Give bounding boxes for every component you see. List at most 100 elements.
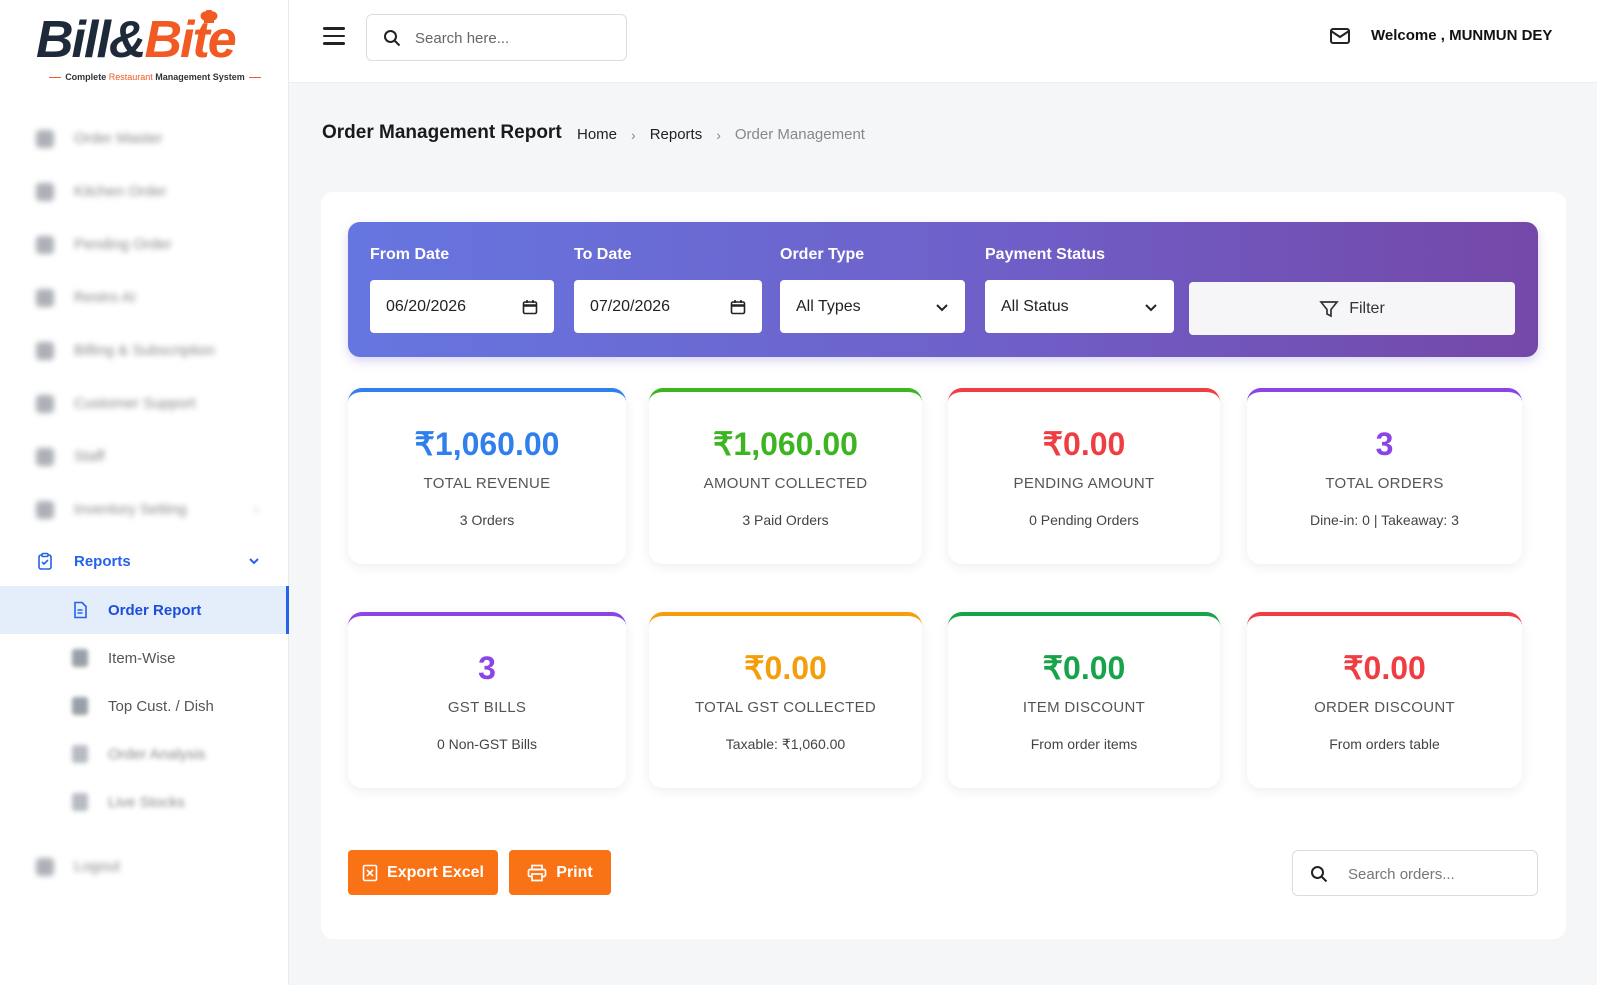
stat-label: TOTAL REVENUE	[423, 475, 551, 492]
mail-icon[interactable]	[1329, 27, 1351, 45]
stat-subtext: 0 Pending Orders	[1029, 512, 1139, 528]
sidebar-sub-top-cust[interactable]: Top Cust. / Dish	[0, 682, 289, 730]
sidebar-sub-order-analysis[interactable]: Order Analysis	[0, 730, 289, 778]
payment-status-select[interactable]: All Status	[985, 280, 1174, 333]
export-excel-button[interactable]: Export Excel	[348, 850, 498, 895]
stat-value: ₹0.00	[1042, 650, 1126, 686]
welcome-text: Welcome , MUNMUN DEY	[1371, 27, 1553, 44]
search-input[interactable]	[415, 27, 615, 49]
chef-hat-icon	[200, 10, 218, 23]
sidebar-item-order-master[interactable]: Order Master	[0, 112, 289, 165]
brand-wordmark: Bill&Bite	[36, 11, 237, 69]
sidebar-item-staff[interactable]: Staff	[0, 430, 289, 483]
chevron-right-icon: ›	[631, 126, 636, 143]
file-icon	[72, 649, 88, 667]
document-icon	[74, 601, 87, 619]
stat-card-total-orders: 3 TOTAL ORDERS Dine-in: 0 | Takeaway: 3	[1247, 388, 1522, 564]
sidebar-sub-live-stocks[interactable]: Live Stocks	[0, 778, 289, 826]
filter-bar: From Date 06/20/2026 To Date 07/20/2026 …	[348, 222, 1538, 357]
robot-icon	[36, 288, 54, 307]
excel-icon	[362, 864, 378, 881]
calendar-icon[interactable]	[522, 299, 538, 315]
to-date-input[interactable]: 07/20/2026	[574, 280, 762, 333]
stat-card-total-revenue: ₹1,060.00 TOTAL REVENUE 3 Orders	[348, 388, 626, 564]
sidebar-item-reports[interactable]: Reports	[0, 536, 289, 586]
stat-label: ITEM DISCOUNT	[1022, 699, 1146, 716]
sidebar-item-restro-ai[interactable]: Restro AI	[0, 271, 289, 324]
stat-card-gst-bills: 3 GST BILLS 0 Non-GST Bills	[348, 612, 626, 788]
sidebar-sub-order-report[interactable]: Order Report	[0, 586, 289, 634]
inventory-icon	[36, 500, 54, 519]
stat-value: ₹1,060.00	[414, 426, 560, 462]
stat-label: TOTAL ORDERS	[1325, 475, 1444, 492]
clock-icon	[36, 235, 54, 254]
sidebar-item-billing[interactable]: Billing & Subscription	[0, 324, 289, 377]
stat-subtext: Taxable: ₹1,060.00	[725, 736, 846, 752]
stat-value: ₹0.00	[1042, 426, 1126, 462]
order-type-select[interactable]: All Types	[780, 280, 965, 333]
logout-icon	[36, 857, 54, 876]
chevron-down-icon	[936, 303, 948, 311]
sidebar-item-inventory[interactable]: Inventory Setting ›	[0, 483, 289, 536]
brand-tagline: Complete Restaurant Management System	[42, 72, 268, 82]
stat-label: TOTAL GST COLLECTED	[694, 699, 877, 716]
stat-subtext: 3 Orders	[459, 512, 515, 528]
breadcrumb-current: Order Management	[734, 126, 865, 143]
stat-subtext: From order items	[1030, 736, 1138, 752]
chart-icon	[72, 745, 88, 763]
orders-search[interactable]	[1292, 850, 1538, 896]
filter-button[interactable]: Filter	[1189, 282, 1515, 335]
stat-subtext: From orders table	[1329, 736, 1440, 752]
menu-toggle-button[interactable]	[323, 27, 345, 45]
brand-logo[interactable]: Bill&Bite Complete Restaurant Management…	[36, 10, 268, 90]
stat-label: AMOUNT COLLECTED	[703, 475, 868, 492]
support-icon	[36, 394, 54, 413]
order-icon	[36, 129, 54, 148]
printer-icon	[527, 864, 547, 881]
payment-status-label: Payment Status	[985, 246, 1106, 263]
sidebar-nav: Order Master Kitchen Order Pending Order…	[0, 112, 289, 826]
stat-value: ₹1,060.00	[713, 426, 858, 462]
sidebar-sub-item-wise[interactable]: Item-Wise	[0, 634, 289, 682]
search-icon	[1311, 866, 1328, 883]
stat-value: ₹0.00	[1343, 650, 1426, 686]
breadcrumb-reports[interactable]: Reports	[649, 126, 703, 143]
stat-subtext: Dine-in: 0 | Takeaway: 3	[1310, 512, 1459, 528]
clipboard-icon	[38, 552, 52, 570]
stat-card-total-gst: ₹0.00 TOTAL GST COLLECTED Taxable: ₹1,06…	[649, 612, 922, 788]
top-header: Welcome , MUNMUN DEY	[289, 0, 1597, 83]
stat-value: 3	[478, 650, 496, 686]
sidebar-item-pending-order[interactable]: Pending Order	[0, 218, 289, 271]
sidebar-item-customer-support[interactable]: Customer Support	[0, 377, 289, 430]
orders-search-input[interactable]	[1348, 863, 1528, 885]
stat-label: ORDER DISCOUNT	[1314, 699, 1455, 716]
global-search[interactable]	[366, 14, 627, 61]
chevron-right-icon: ›	[716, 126, 721, 143]
from-date-group: From Date 06/20/2026	[370, 246, 554, 333]
stat-subtext: 0 Non-GST Bills	[436, 736, 538, 752]
sidebar-item-kitchen-order[interactable]: Kitchen Order	[0, 165, 289, 218]
stat-value: ₹0.00	[744, 650, 827, 686]
from-date-label: From Date	[370, 246, 450, 263]
stat-subtext: 3 Paid Orders	[742, 512, 829, 528]
page-title: Order Management Report	[322, 122, 562, 143]
staff-icon	[36, 447, 54, 466]
sidebar-item-logout[interactable]: Logout	[0, 840, 289, 893]
stat-card-pending-amount: ₹0.00 PENDING AMOUNT 0 Pending Orders	[948, 388, 1220, 564]
to-date-group: To Date 07/20/2026	[574, 246, 762, 333]
order-type-group: Order Type All Types	[780, 246, 965, 333]
breadcrumb-home[interactable]: Home	[577, 126, 618, 143]
kitchen-icon	[36, 182, 54, 201]
filter-icon	[1319, 300, 1339, 317]
print-button[interactable]: Print	[509, 850, 611, 895]
order-type-label: Order Type	[780, 246, 865, 263]
search-icon	[384, 30, 401, 47]
calendar-icon[interactable]	[730, 299, 746, 315]
stat-label: PENDING AMOUNT	[1013, 475, 1155, 492]
stock-icon	[72, 793, 88, 811]
from-date-input[interactable]: 06/20/2026	[370, 280, 554, 333]
to-date-label: To Date	[574, 246, 632, 263]
billing-icon	[36, 341, 54, 360]
sidebar: Bill&Bite Complete Restaurant Management…	[0, 0, 289, 985]
payment-status-group: Payment Status All Status	[985, 246, 1174, 333]
